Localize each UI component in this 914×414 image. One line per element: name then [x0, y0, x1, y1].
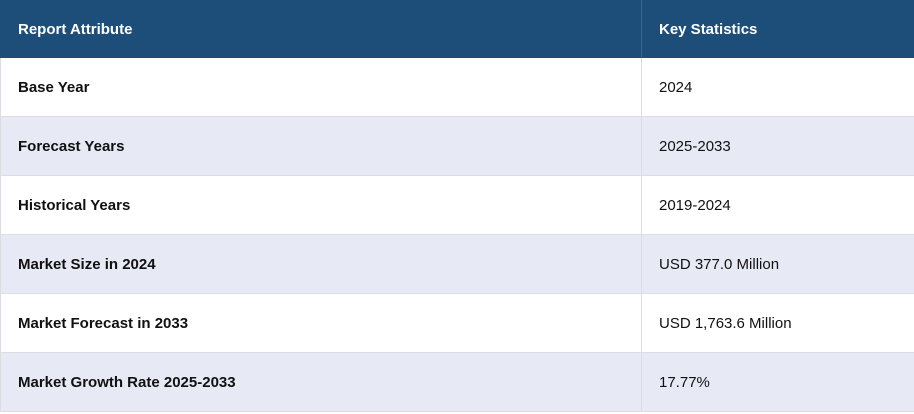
attribute-cell: Forecast Years [0, 116, 642, 176]
value-cell: 17.77% [641, 352, 914, 412]
value-cell: 2019-2024 [641, 175, 914, 235]
attribute-cell: Market Forecast in 2033 [0, 293, 642, 353]
value-cell: 2025-2033 [641, 116, 914, 176]
attribute-cell: Base Year [0, 57, 642, 117]
table-row: Historical Years 2019-2024 [0, 175, 914, 235]
table-header: Report Attribute Key Statistics [0, 0, 914, 58]
header-cell: Report Attribute [0, 0, 642, 58]
table-row: Market Forecast in 2033 USD 1,763.6 Milli… [0, 293, 914, 353]
value-cell: USD 377.0 Million [641, 234, 914, 294]
table-row: Market Growth Rate 2025-2033 17.77% [0, 352, 914, 412]
attribute-cell: Market Growth Rate 2025-2033 [0, 352, 642, 412]
table-row: Base Year 2024 [0, 57, 914, 117]
table-body: Base Year 2024 Forecast Years 2025-2033 Hist… [0, 57, 914, 412]
value-cell: USD 1,763.6 Million [641, 293, 914, 353]
table-row: Market Size in 2024 USD 377.0 Million [0, 234, 914, 294]
table-row: Forecast Years 2025-2033 [0, 116, 914, 176]
value-cell: 2024 [641, 57, 914, 117]
header-cell: Key Statistics [641, 0, 914, 58]
header-row: Report Attribute Key Statistics [0, 0, 914, 58]
attribute-cell: Historical Years [0, 175, 642, 235]
attribute-cell: Market Size in 2024 [0, 234, 642, 294]
